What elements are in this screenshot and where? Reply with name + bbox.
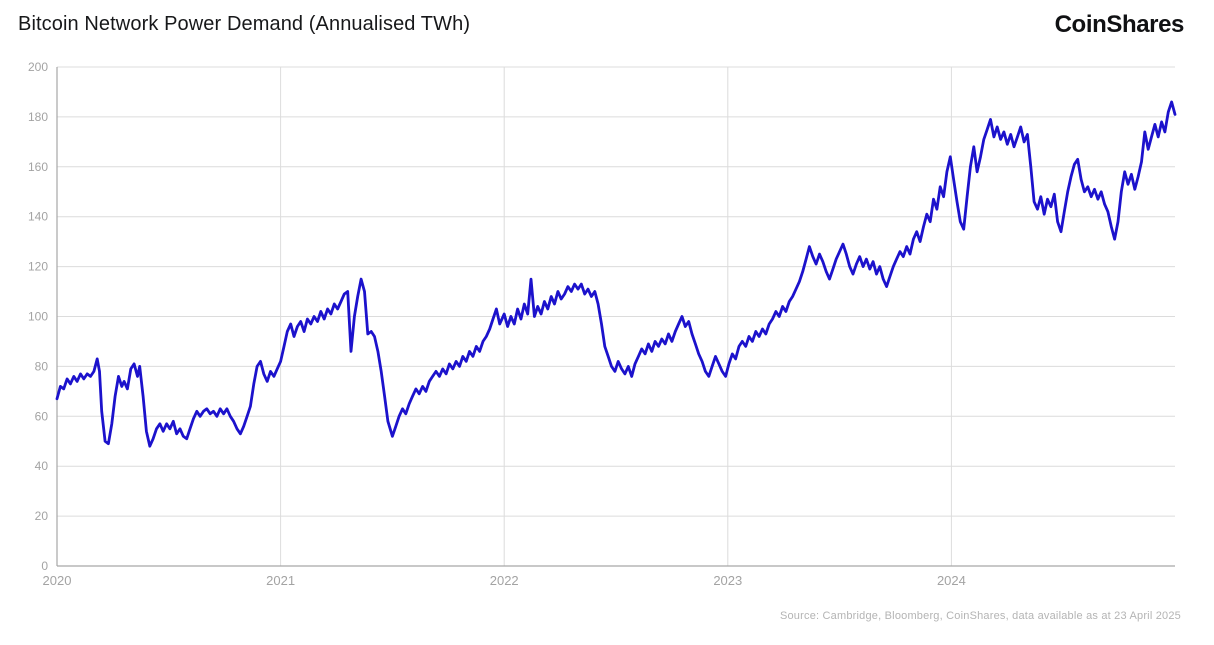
svg-text:2022: 2022 bbox=[490, 573, 519, 588]
svg-text:20: 20 bbox=[35, 509, 49, 523]
chart-canvas: 0 20 40 60 80 100 120 140 160 180 200 2020 2021 2022 2… bbox=[28, 60, 1177, 588]
svg-text:2024: 2024 bbox=[937, 573, 966, 588]
source-note: Source: Cambridge, Bloomberg, CoinShares… bbox=[779, 610, 1181, 622]
svg-text:200: 200 bbox=[28, 60, 48, 74]
svg-text:2020: 2020 bbox=[43, 573, 72, 588]
line-chart: 0 20 40 60 80 100 120 140 160 180 200 2020 2021 2022 2… bbox=[0, 56, 1214, 596]
svg-text:2023: 2023 bbox=[713, 573, 742, 588]
svg-text:40: 40 bbox=[35, 459, 49, 473]
page-title: Bitcoin Network Power Demand (Annualised… bbox=[18, 13, 471, 35]
svg-text:0: 0 bbox=[41, 559, 48, 573]
svg-text:160: 160 bbox=[28, 160, 48, 174]
svg-text:100: 100 bbox=[28, 310, 48, 324]
svg-text:80: 80 bbox=[35, 359, 49, 373]
coinshares-logo: CoinShares bbox=[1054, 11, 1185, 38]
svg-text:2021: 2021 bbox=[266, 573, 295, 588]
svg-text:140: 140 bbox=[28, 210, 48, 224]
svg-text:60: 60 bbox=[35, 409, 49, 423]
svg-text:180: 180 bbox=[28, 110, 48, 124]
svg-text:120: 120 bbox=[28, 260, 48, 274]
